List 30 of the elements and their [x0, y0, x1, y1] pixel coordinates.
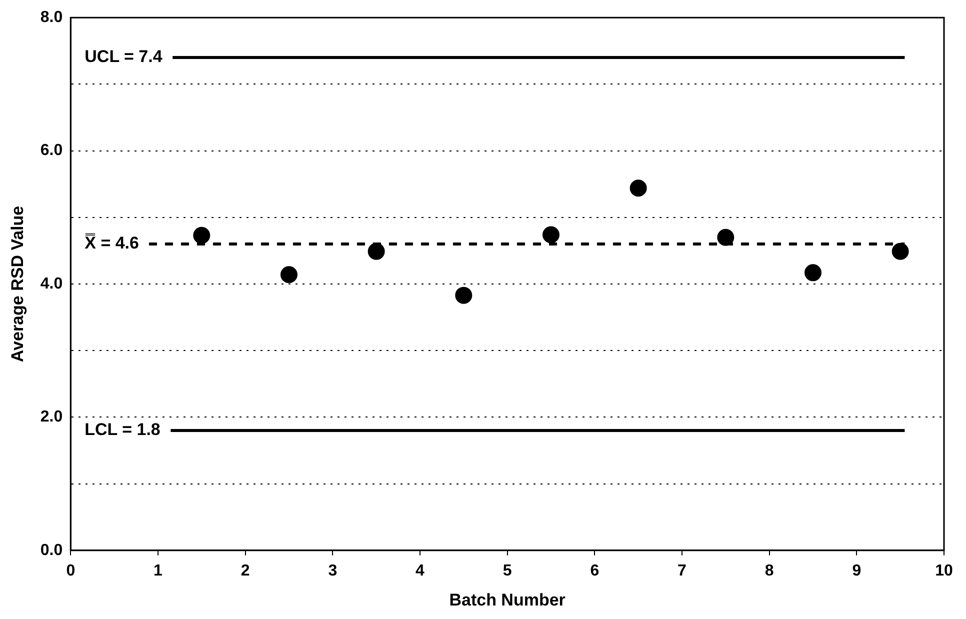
point [892, 242, 909, 260]
x-tick-label: 4 [416, 562, 425, 580]
point [717, 228, 734, 246]
point [455, 286, 472, 304]
x-tick-label: 0 [66, 562, 76, 580]
y-tick-label: 0.0 [40, 542, 63, 559]
point [542, 226, 560, 244]
ref-line-label: LCL = 1.8 [84, 420, 160, 440]
x-tick-label: 8 [764, 562, 774, 580]
x-tick-label: 10 [935, 562, 953, 580]
x-tick-label: 5 [502, 562, 512, 580]
x-tick-label: 2 [240, 562, 250, 580]
point [630, 180, 647, 197]
x-tick-label: 7 [678, 562, 687, 580]
x-tick-label: 3 [328, 562, 338, 580]
ref-line-label: UCL = 7.4 [84, 47, 163, 66]
y-tick-label: 4.0 [40, 275, 63, 292]
x-tick-label: 6 [590, 562, 600, 580]
point [804, 264, 822, 282]
x-tick-label: 1 [154, 562, 163, 580]
x-axis-title: Batch Number [449, 590, 566, 610]
x-tick-label: 9 [852, 562, 862, 580]
y-axis-title: Average RSD Value [8, 206, 27, 362]
y-tick-label: 6.0 [40, 142, 63, 160]
point [280, 266, 298, 284]
ref-line-label: X̿ = 4.6 [84, 232, 139, 253]
y-tick-label: 8.0 [40, 9, 63, 26]
point [193, 226, 210, 244]
y-tick-label: 2.0 [40, 408, 63, 426]
point [368, 242, 385, 260]
